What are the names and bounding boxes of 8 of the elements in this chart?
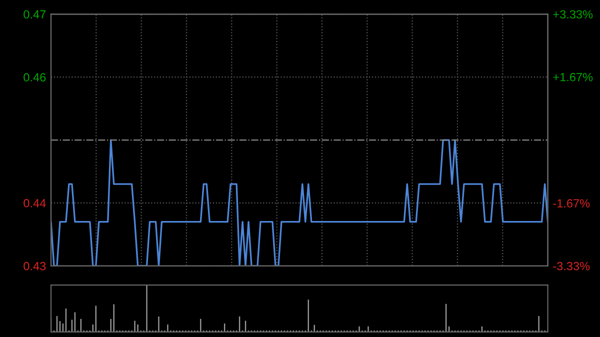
y2-tick-label: -3.33%	[553, 262, 590, 270]
y2-tick-label: -1.67%	[553, 199, 590, 208]
y-tick-label: 0.46	[24, 73, 46, 82]
y-tick-label: 0.43	[24, 262, 46, 270]
y-tick-label: 0.44	[24, 198, 46, 208]
y2-tick-label: +3.33%	[553, 10, 593, 19]
y2-tick-label: +1.67%	[553, 72, 593, 82]
y-tick-label: 0.47	[24, 10, 46, 19]
